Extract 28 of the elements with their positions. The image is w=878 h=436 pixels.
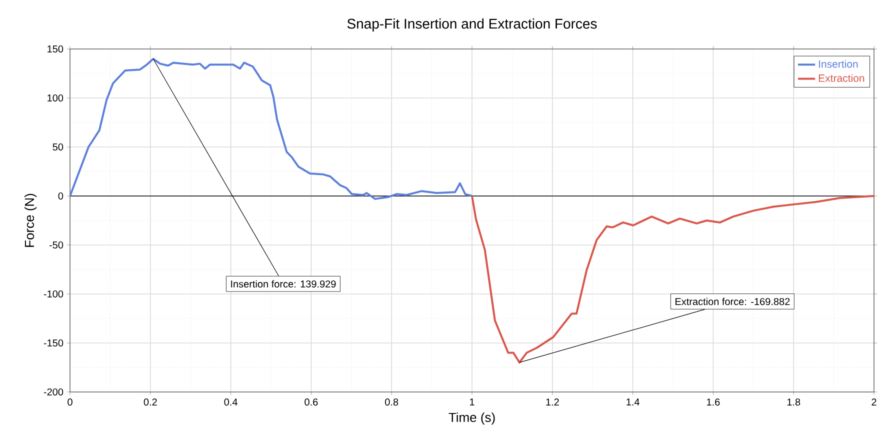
annotation: Extraction force: -169.882 bbox=[676, 298, 790, 306]
x-axis-title: Time (s) bbox=[448, 412, 495, 425]
x-tick-label: 2 bbox=[872, 398, 876, 406]
x-tick-label: 1.4 bbox=[626, 398, 640, 406]
x-tick-label: 1.8 bbox=[787, 398, 800, 406]
line-series bbox=[70, 58, 473, 200]
x-tick-label: 1.6 bbox=[707, 398, 720, 406]
x-tick-label: 0.4 bbox=[224, 398, 238, 406]
x-tick-label: 1 bbox=[470, 398, 474, 406]
chart-title: Snap-Fit Insertion and Extraction Forces bbox=[347, 18, 597, 32]
x-tick-label: 0.6 bbox=[304, 398, 318, 406]
x-tick-label: 0 bbox=[68, 398, 72, 406]
y-tick-label: 0 bbox=[58, 192, 64, 200]
x-tick-label: 0.8 bbox=[385, 398, 398, 406]
y-tick-label: 50 bbox=[52, 143, 64, 151]
y-tick-label: -100 bbox=[44, 290, 64, 298]
legend-label: Extraction bbox=[818, 74, 864, 82]
annotation: Insertion force: 139.929 bbox=[231, 280, 336, 288]
y-axis-title: Force (N) bbox=[24, 194, 37, 247]
y-tick-label: -50 bbox=[49, 241, 64, 249]
x-tick-label: 1.2 bbox=[546, 398, 559, 406]
legend-label: Insertion bbox=[819, 60, 858, 68]
x-tick-label: 0.2 bbox=[144, 398, 157, 406]
y-tick-label: -200 bbox=[44, 388, 64, 396]
line-series bbox=[471, 194, 874, 364]
y-tick-label: -150 bbox=[44, 339, 64, 347]
y-tick-label: 100 bbox=[48, 94, 64, 102]
y-tick-label: 150 bbox=[48, 45, 64, 53]
